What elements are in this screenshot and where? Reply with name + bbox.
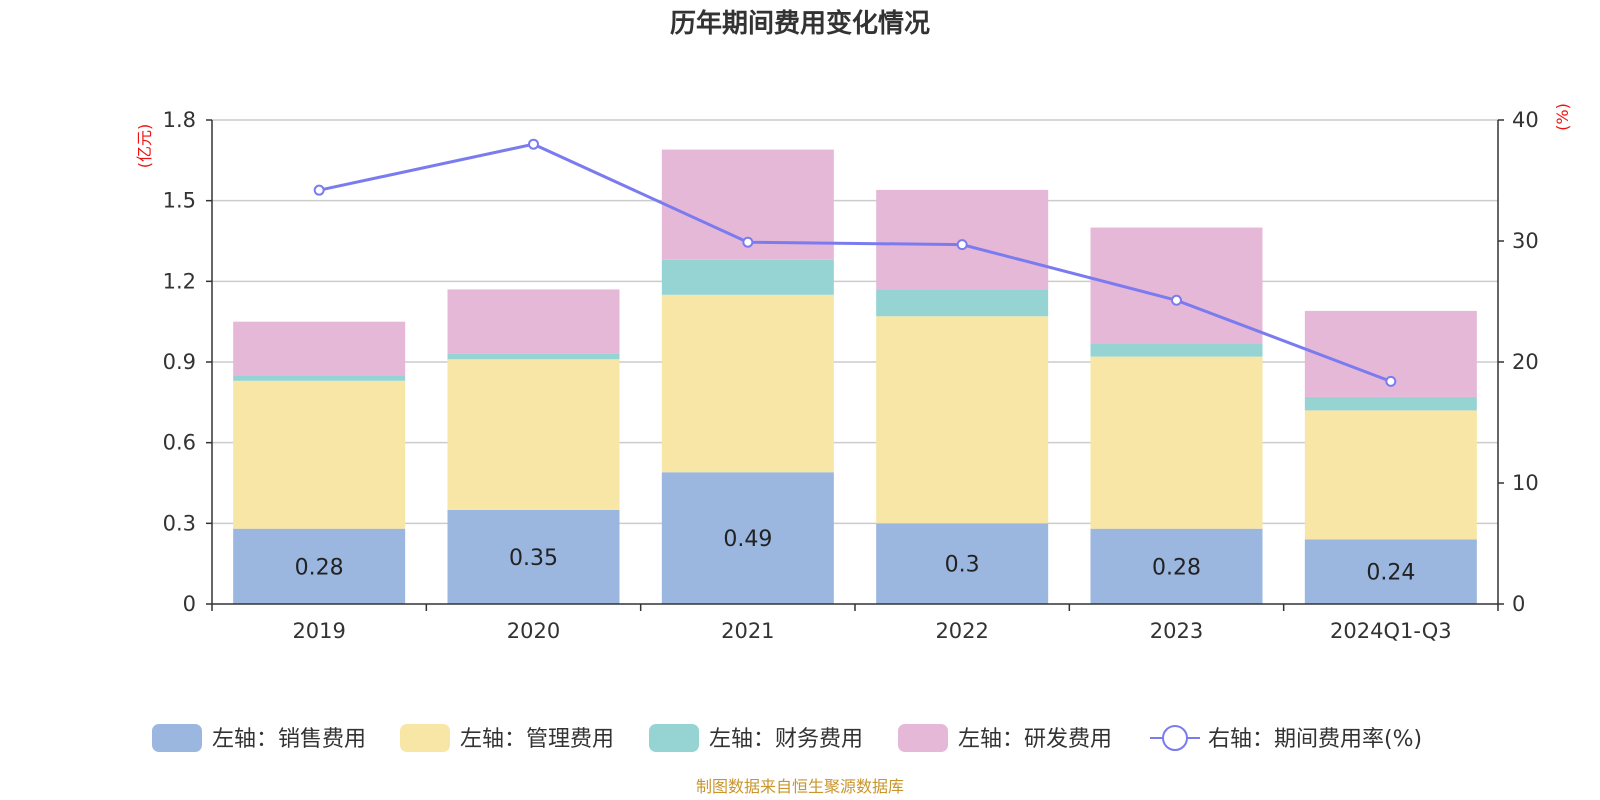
bar-value-label: 0.49 [723, 527, 772, 552]
bars [233, 149, 1477, 604]
legend-swatch-admin [400, 724, 450, 752]
bar-finance [876, 289, 1049, 317]
right-axis-unit: (%) [1553, 103, 1572, 131]
left-tick-label: 0.9 [163, 350, 196, 374]
x-tick-label: 2021 [721, 619, 774, 643]
legend-label-finance: 左轴：财务费用 [709, 727, 863, 752]
bar-admin [1304, 410, 1477, 540]
rate-point [528, 138, 539, 150]
rate-line [313, 138, 1397, 387]
legend-swatch-sales [152, 724, 202, 752]
legend-label-rd: 左轴：研发费用 [958, 727, 1112, 752]
bar-admin [876, 316, 1049, 524]
bar-value-label: 0.35 [509, 546, 558, 571]
legend-swatch-circle [1162, 725, 1188, 751]
bar-finance [447, 353, 620, 360]
bar-value-label: 0.28 [295, 555, 344, 580]
grid [212, 119, 1498, 525]
right-tick-label: 20 [1512, 350, 1539, 374]
bar-sales [233, 528, 406, 604]
bar-sales [661, 472, 834, 604]
bar-admin [661, 294, 834, 473]
left-tick-label: 1.8 [163, 108, 196, 132]
left-tick-label: 0 [183, 592, 196, 616]
axes: 0 0.3 0.6 0.9 1.2 1.5 1.8 0 10 20 30 40 2019 2020 2021… [163, 108, 1539, 643]
rate-point [1171, 294, 1182, 306]
bar-finance [661, 259, 834, 295]
bar-admin [447, 359, 620, 510]
x-tick-label: 2023 [1150, 619, 1203, 643]
right-tick-label: 10 [1512, 471, 1539, 495]
x-tick-label: 2024Q1-Q3 [1330, 619, 1452, 643]
left-tick-label: 1.5 [163, 189, 196, 213]
x-tick-label: 2022 [935, 619, 988, 643]
bar-admin [1090, 356, 1263, 529]
bar-admin [233, 380, 406, 529]
left-tick-label: 1.2 [163, 269, 196, 293]
source-note: 制图数据来自恒生聚源数据库 [696, 777, 904, 796]
bar-value-label: 0.24 [1366, 561, 1415, 586]
right-tick-label: 0 [1512, 592, 1525, 616]
chart-title: 历年期间费用变化情况 [670, 8, 930, 39]
bar-sales [1090, 528, 1263, 604]
x-tick-label: 2020 [507, 619, 560, 643]
legend-label-rate: 右轴：期间费用率(%) [1208, 727, 1422, 752]
rate-point [956, 239, 968, 251]
rate-point [313, 184, 325, 196]
bar-sales [1304, 539, 1477, 604]
bar-sales [447, 509, 620, 604]
rate-point [742, 236, 754, 248]
right-tick-label: 30 [1512, 229, 1539, 253]
legend-swatch-finance [649, 724, 699, 752]
bar-finance [1304, 396, 1477, 411]
bar-finance [233, 375, 406, 381]
bar-rd [233, 321, 406, 376]
bar-finance [1090, 343, 1263, 357]
legend-label-admin: 左轴：管理费用 [460, 727, 614, 752]
rate-point [1385, 375, 1397, 387]
legend-swatch-rd [898, 724, 948, 752]
legend-label-sales: 左轴：销售费用 [212, 727, 366, 752]
right-tick-label: 40 [1512, 108, 1539, 132]
left-tick-label: 0.3 [163, 511, 196, 535]
x-tick-label: 2019 [292, 619, 345, 643]
data-labels: 0.28 0.35 0.49 0.3 0.28 0.24 [295, 527, 1416, 586]
bar-value-label: 0.28 [1152, 555, 1201, 580]
bar-rd [447, 289, 620, 354]
bar-sales [876, 523, 1049, 604]
left-axis-unit: (亿元) [135, 124, 154, 169]
legend: 左轴：销售费用 左轴：管理费用 左轴：财务费用 左轴：研发费用 右轴：期间费用率(%) [152, 724, 1422, 752]
bar-value-label: 0.3 [945, 553, 980, 578]
left-tick-label: 0.6 [163, 431, 196, 455]
rate-line-path [318, 142, 1392, 383]
